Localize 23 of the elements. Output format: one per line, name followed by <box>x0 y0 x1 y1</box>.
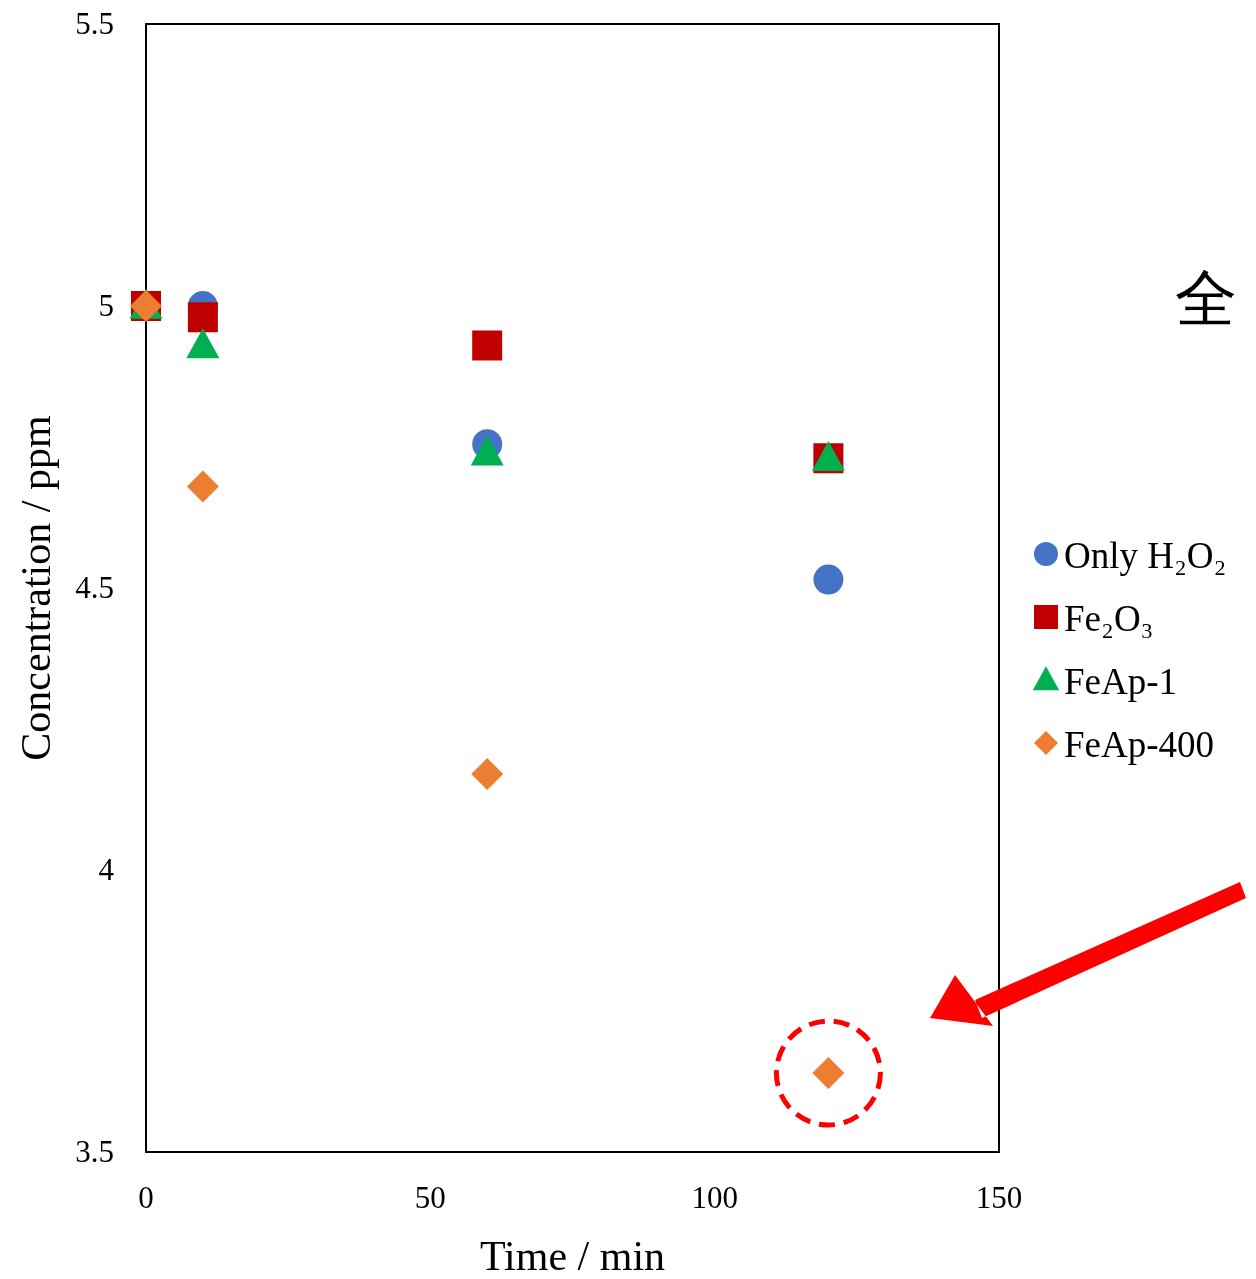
y-tick-label: 4.5 <box>75 570 114 605</box>
y-tick-label: 5.5 <box>75 6 114 41</box>
point <box>186 470 219 503</box>
legend-label: Only H₂O₂ <box>1064 535 1227 576</box>
y-axis-title: Concentration / ppm <box>13 415 59 761</box>
x-tick-label: 150 <box>975 1180 1023 1215</box>
point <box>187 302 218 333</box>
x-tick-label: 100 <box>691 1180 738 1215</box>
x-tick-label: 0 <box>138 1180 154 1215</box>
x-tick-label: 50 <box>414 1180 446 1215</box>
legend-label: FeAp-400 <box>1064 724 1215 765</box>
y-tick-label: 4 <box>98 852 115 887</box>
point <box>186 328 220 359</box>
point <box>813 564 844 595</box>
legend-label: FeAp-1 <box>1064 661 1178 702</box>
point <box>470 435 504 466</box>
y-tick-label: 5 <box>98 288 114 323</box>
text: 全 <box>1175 265 1237 333</box>
legend-label: Fe₂O₃ <box>1064 598 1154 639</box>
x-axis-title: Time / min <box>479 1233 666 1279</box>
y-tick-label: 3.5 <box>75 1134 114 1169</box>
point <box>472 330 503 361</box>
point <box>471 758 504 791</box>
